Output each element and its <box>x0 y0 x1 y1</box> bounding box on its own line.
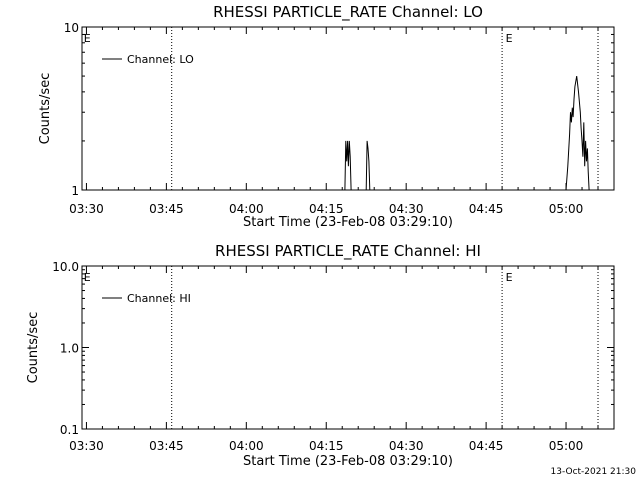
panel-2-event-marker: E <box>506 271 513 284</box>
panel-2-x-tick-label: 04:15 <box>309 439 344 453</box>
panel-2-x-tick-label: 03:45 <box>149 439 184 453</box>
panel-1-y-tick-label: 1 <box>71 184 79 198</box>
panel-2-y-tick-label: 0.1 <box>60 423 79 437</box>
panel-1-legend-label: Channel: LO <box>127 53 194 66</box>
panel-1-x-tick-label: 04:30 <box>389 202 424 216</box>
panel-2-event-marker: E <box>84 271 91 284</box>
panel-2-x-tick-label: 04:30 <box>389 439 424 453</box>
panel-1-x-tick-label: 04:45 <box>469 202 504 216</box>
panel-1-title: RHESSI PARTICLE_RATE Channel: LO <box>213 3 483 22</box>
panel-1-x-tick-label: 05:00 <box>549 202 584 216</box>
panel-2-x-tick-label: 05:00 <box>549 439 584 453</box>
footer-timestamp: 13-Oct-2021 21:30 <box>551 467 637 477</box>
panel-1-x-tick-label: 03:30 <box>69 202 104 216</box>
panel-1-x-tick-label: 04:15 <box>309 202 344 216</box>
panel-2-x-axis-label: Start Time (23-Feb-08 03:29:10) <box>243 454 453 469</box>
panel-2-x-tick-label: 03:30 <box>69 439 104 453</box>
panel-2-x-tick-label: 04:00 <box>229 439 264 453</box>
panel-1-y-axis-label: Counts/sec <box>38 73 53 145</box>
panel-1-x-tick-label: 03:45 <box>149 202 184 216</box>
panel-2-plot-frame <box>81 265 615 430</box>
panel-2-y-tick-label: 10.0 <box>52 260 79 274</box>
panel-1-event-marker: E <box>84 32 91 45</box>
panel-2-y-axis-label: Counts/sec <box>26 312 41 384</box>
panel-2-x-tick-label: 04:45 <box>469 439 504 453</box>
panel-1-x-tick-label: 04:00 <box>229 202 264 216</box>
panel-1-y-tick-label: 10 <box>64 21 79 35</box>
panel-1-series-line-1 <box>344 76 591 191</box>
panel-2-y-tick-label: 1.0 <box>60 342 79 356</box>
panel-2-legend-label: Channel: HI <box>127 292 191 305</box>
panel-1-plot-frame <box>81 26 615 191</box>
panel-1-event-marker: E <box>506 32 513 45</box>
panel-2-title: RHESSI PARTICLE_RATE Channel: HI <box>215 242 481 261</box>
panel-1-x-axis-label: Start Time (23-Feb-08 03:29:10) <box>243 215 453 230</box>
